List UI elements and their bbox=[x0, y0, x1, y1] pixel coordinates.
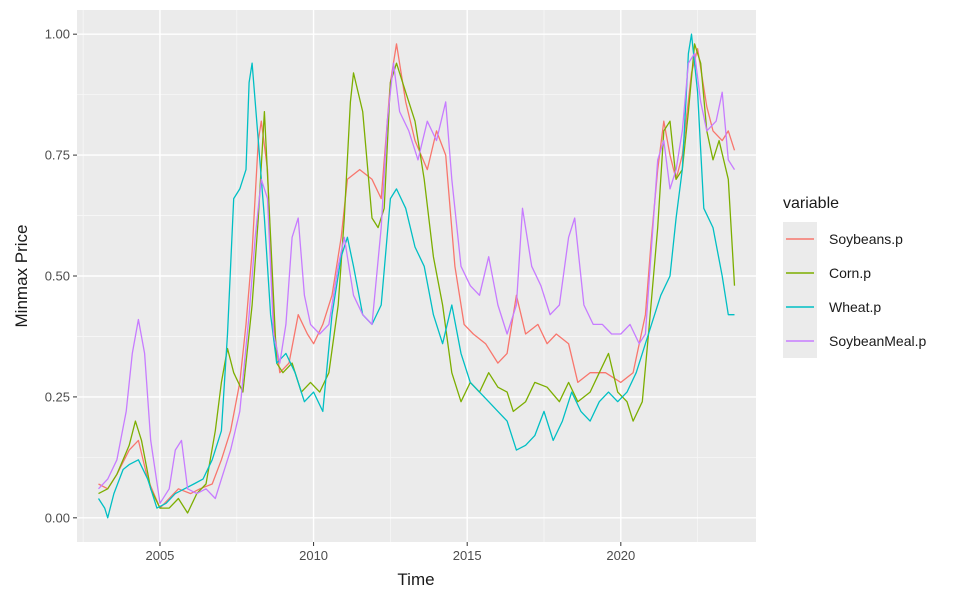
y-tick-label: 0.00 bbox=[45, 510, 70, 525]
legend-label: Soybeans.p bbox=[829, 231, 903, 247]
legend-items: Soybeans.p Corn.p Wheat.p SoybeanMeal.p bbox=[783, 222, 927, 358]
x-tick-label: 2015 bbox=[453, 548, 482, 563]
legend-item: Wheat.p bbox=[783, 290, 881, 324]
legend-label: Wheat.p bbox=[829, 299, 881, 315]
y-tick-label: 1.00 bbox=[45, 27, 70, 42]
grid-major bbox=[77, 10, 756, 542]
x-tick-label: 2020 bbox=[606, 548, 635, 563]
legend-title: variable bbox=[783, 195, 839, 212]
y-axis: 0.00 0.25 0.50 0.75 1.00 bbox=[45, 27, 77, 525]
legend-item: SoybeanMeal.p bbox=[783, 324, 927, 358]
series-line-soybeanmeal-p bbox=[98, 52, 736, 504]
series-line-wheat-p bbox=[97, 33, 735, 519]
legend-item: Soybeans.p bbox=[783, 222, 903, 256]
y-axis-title: Minmax Price bbox=[12, 225, 31, 328]
legend-label: Corn.p bbox=[829, 265, 871, 281]
legend-item: Corn.p bbox=[783, 256, 871, 290]
y-tick-label: 0.75 bbox=[45, 148, 70, 163]
x-tick-label: 2010 bbox=[299, 548, 328, 563]
y-tick-label: 0.50 bbox=[45, 269, 70, 284]
legend: variable Soybeans.p Corn.p Wheat.p SoybeanM… bbox=[783, 195, 927, 358]
y-tick-label: 0.25 bbox=[45, 389, 70, 404]
x-axis: 2005 2010 2015 2020 bbox=[145, 542, 635, 563]
series-layer bbox=[97, 33, 736, 519]
x-axis-title: Time bbox=[397, 570, 434, 589]
legend-label: SoybeanMeal.p bbox=[829, 333, 927, 349]
x-tick-label: 2005 bbox=[145, 548, 174, 563]
